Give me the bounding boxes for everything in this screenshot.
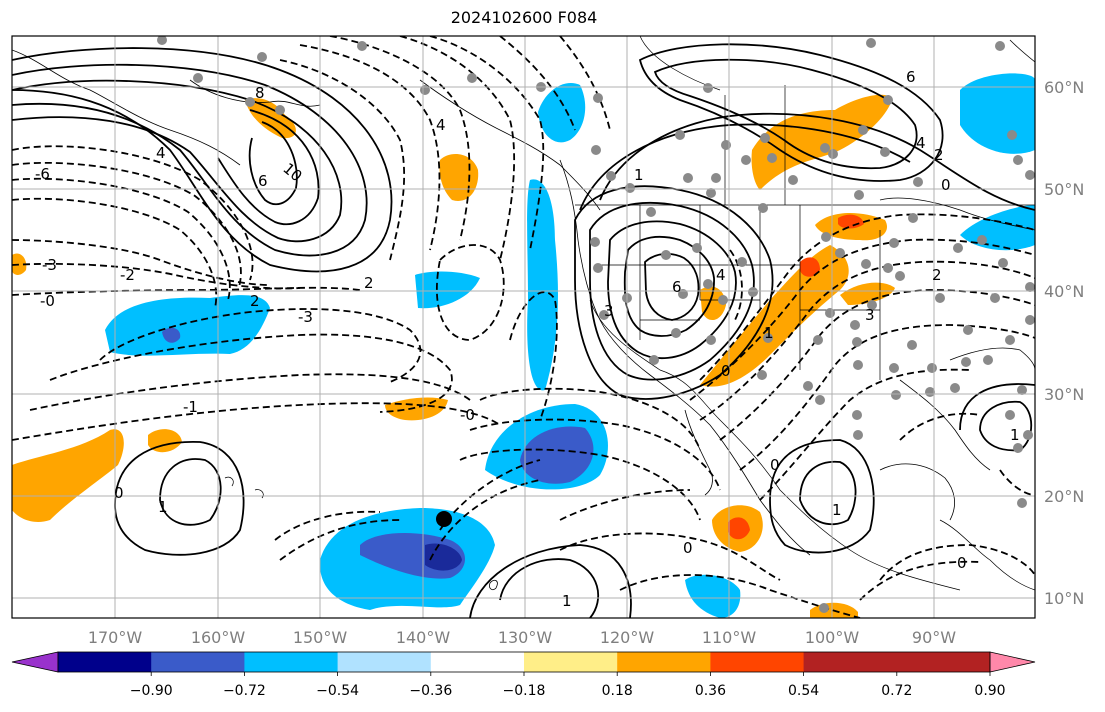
longitude-labels: 170°W 160°W 150°W 140°W 130°W 120°W 110°… <box>88 628 956 647</box>
lat-tick-label: 50°N <box>1044 180 1084 199</box>
anomaly-orange-hawaii-east <box>12 253 27 275</box>
colorbar-arrow-high <box>989 651 1036 673</box>
contour-label: -2 <box>120 266 135 284</box>
solid-contours <box>12 43 1035 618</box>
boundaries <box>575 36 1035 591</box>
lat-tick-label: 20°N <box>1044 487 1084 506</box>
colorbar-segment <box>337 652 432 672</box>
anomaly-orange-plains <box>751 94 892 190</box>
contour-label: 1 <box>764 324 774 342</box>
colorbar-label: 0.18 <box>602 683 633 699</box>
anomaly-orange-southeast <box>840 282 895 305</box>
lat-tick-label: 60°N <box>1044 78 1084 97</box>
contour-label: 4 <box>436 116 446 134</box>
colorbar-label: −0.72 <box>223 683 266 699</box>
contour-label: 1 <box>1010 426 1020 444</box>
contour-label: 0 <box>770 456 780 474</box>
lat-tick-label: 10°N <box>1044 589 1084 608</box>
lon-tick-label: 130°W <box>498 628 553 647</box>
anomaly-blue-baja-south <box>685 574 741 618</box>
colorbar-label: −0.90 <box>130 683 173 699</box>
map-title: 2024102600 F084 <box>450 8 598 27</box>
anomaly-orange-corridor <box>700 245 849 387</box>
anomaly-blue-gulf-alaska <box>538 83 586 143</box>
contour-label: 0 <box>683 539 693 557</box>
lon-tick-label: 110°W <box>702 628 757 647</box>
contour-label: 1 <box>634 166 644 184</box>
colorbar-segment <box>710 652 805 672</box>
anomaly-royal-blob-west <box>162 327 181 343</box>
dashed-contours <box>12 36 1035 618</box>
colorbar-label: −0.36 <box>409 683 452 699</box>
lon-tick-label: 150°W <box>293 628 348 647</box>
lon-tick-label: 160°W <box>191 628 246 647</box>
colorbar-label: 0.54 <box>788 683 819 699</box>
contour-label: -3 <box>42 256 57 274</box>
anomaly-navy-core <box>425 543 462 571</box>
lat-tick-label: 40°N <box>1044 282 1084 301</box>
anomaly-royal-central <box>520 426 594 484</box>
lon-tick-label: 90°W <box>912 628 956 647</box>
contour-label: 4 <box>916 134 926 152</box>
contour-label: 6 <box>258 172 268 190</box>
colorbar-segment <box>151 652 245 672</box>
contour-label: 2 <box>932 266 942 284</box>
anomaly-orange-hawaii-west <box>12 429 124 522</box>
contour-label: 6 <box>672 278 682 296</box>
contour-label: -6 <box>35 165 50 183</box>
colorbar-label: −0.18 <box>503 683 546 699</box>
contour-label: 3 <box>865 306 875 324</box>
lon-tick-label: 120°W <box>600 628 655 647</box>
contour-label: 2 <box>364 274 374 292</box>
anomaly-red-lakes <box>838 214 864 229</box>
plot-border <box>11 35 1036 619</box>
anomaly-orange-idaho <box>700 286 726 321</box>
contour-label: 3 <box>604 302 614 320</box>
colorbar-label: 0.90 <box>974 683 1005 699</box>
colorbar-label: −0.54 <box>316 683 359 699</box>
contour-label: 1 <box>562 592 572 610</box>
contour-label: -0 <box>460 406 475 424</box>
contour-label: 2 <box>934 146 944 164</box>
contour-label: 1 <box>832 501 842 519</box>
contour-label: 2 <box>250 292 260 310</box>
colorbar-segment <box>430 652 525 672</box>
colorbar-arrow-low <box>11 651 59 673</box>
latitude-labels: 60°N 50°N 40°N 30°N 20°N 10°N <box>1044 78 1084 608</box>
colorbar-label: 0.72 <box>881 683 912 699</box>
contour-label: -1 <box>183 398 198 416</box>
gridlines <box>12 36 1035 618</box>
colorbar-label: 0.36 <box>695 683 726 699</box>
colorbar-segment <box>803 652 898 672</box>
anomaly-red-plains <box>800 257 820 277</box>
contour-label: 0 <box>957 554 967 572</box>
lon-tick-label: 100°W <box>805 628 860 647</box>
colorbar-segment <box>617 652 711 672</box>
contour-label: 8 <box>255 84 265 102</box>
contour-label: 0 <box>114 484 124 502</box>
contour-label: 4 <box>716 266 726 284</box>
colorbar: −0.90 −0.72 −0.54 −0.36 −0.18 0.18 0.36 0.54 0.7… <box>11 651 1036 699</box>
lon-tick-label: 170°W <box>88 628 143 647</box>
anomaly-blue-pacific-north <box>105 295 270 356</box>
anomaly-blue-mid <box>415 271 480 309</box>
coastlines <box>12 39 1035 591</box>
contour-label: -0 <box>40 292 55 310</box>
lat-tick-label: 30°N <box>1044 385 1084 404</box>
anomaly-red-mexico <box>728 517 750 540</box>
anomaly-blue-coast-strip <box>527 179 558 391</box>
colorbar-segment <box>524 652 618 672</box>
contour-label: 0 <box>941 176 951 194</box>
contour-label: 4 <box>156 144 166 162</box>
lon-tick-label: 140°W <box>396 628 451 647</box>
colorbar-segment <box>244 652 339 672</box>
contour-label: 0 <box>721 362 731 380</box>
marker-dot <box>436 511 452 527</box>
colorbar-segment <box>58 652 152 672</box>
contour-label: 6 <box>906 68 916 86</box>
colorbar-segment <box>896 652 991 672</box>
contour-label: 1 <box>158 498 168 516</box>
contour-label: -3 <box>298 308 313 326</box>
